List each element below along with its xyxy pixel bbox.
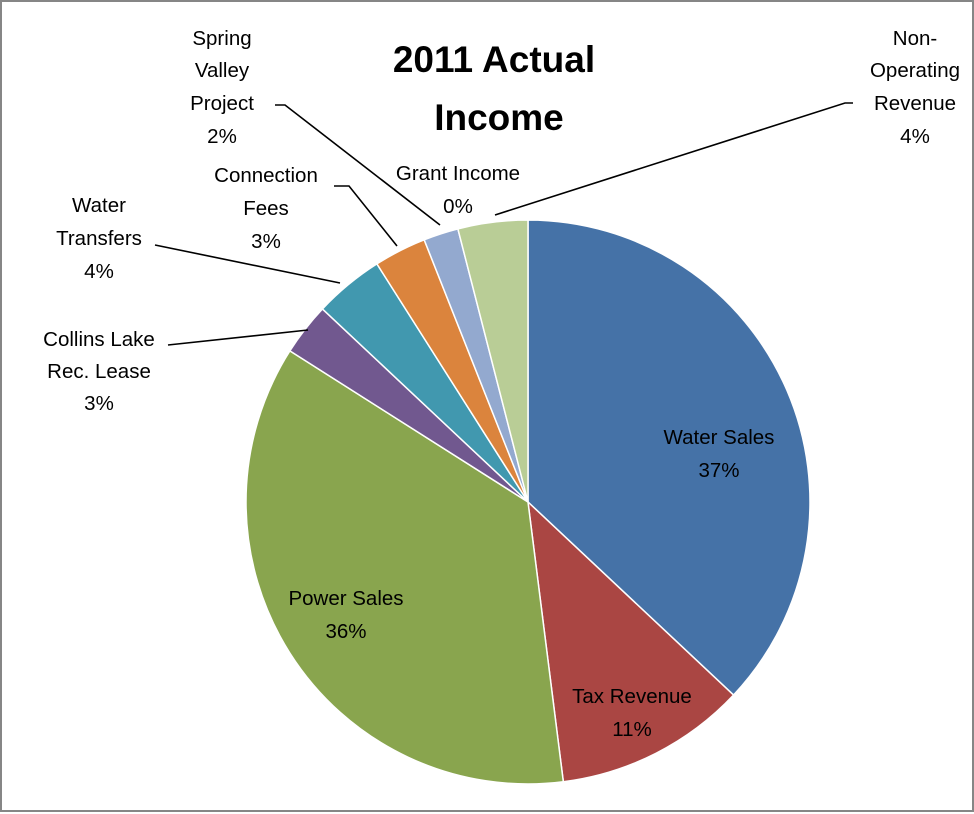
label-non-operating-percent: 4% [900, 125, 930, 148]
label-connection-fees-line-1: Connection [214, 164, 318, 187]
pie-slice-power-sales [245, 349, 565, 785]
label-water-sales-percent: 37% [698, 459, 739, 482]
leader-line-non-operating [494, 102, 853, 216]
leader-line-collins-lake [167, 329, 309, 346]
label-water-transfers-line-1: Water [72, 194, 126, 217]
label-tax-revenue-percent: 11% [612, 718, 652, 741]
chart-title-line-2: Income [434, 97, 564, 138]
label-connection-fees-percent: 3% [251, 230, 281, 253]
leader-line-water-transfers [154, 244, 341, 284]
label-water-sales-name: Water Sales [664, 426, 775, 449]
label-non-operating-line-2: Operating [870, 59, 960, 82]
label-non-operating-line-1: Non- [893, 27, 937, 50]
label-spring-valley-percent: 2% [207, 125, 237, 148]
pie-slices [245, 219, 811, 785]
label-water-transfers-percent: 4% [84, 260, 114, 283]
label-connection-fees-line-2: Fees [243, 197, 289, 220]
label-grant-income-percent: 0% [443, 195, 473, 218]
chart-title-line-1: 2011 Actual [393, 39, 595, 80]
label-collins-lake-line-2: Rec. Lease [47, 360, 151, 383]
pie-slice-water-sales [527, 219, 811, 697]
label-water-transfers-line-2: Transfers [56, 227, 142, 250]
label-collins-lake-percent: 3% [84, 392, 114, 415]
label-power-sales-name: Power Sales [288, 587, 403, 610]
leader-line-spring-valley [275, 104, 441, 226]
label-collins-lake-line-1: Collins Lake [43, 328, 155, 351]
label-spring-valley-line-2: Valley [195, 59, 250, 82]
pie-slice-tax-revenue [526, 500, 735, 783]
label-non-operating-line-3: Revenue [874, 92, 956, 115]
pie-slice-non-operating-revenue [456, 219, 529, 503]
label-tax-revenue-name: Tax Revenue [572, 685, 692, 708]
label-power-sales-percent: 36% [325, 620, 366, 643]
label-spring-valley-line-3: Project [190, 92, 254, 115]
label-grant-income-name: Grant Income [396, 162, 520, 185]
leader-lines [154, 102, 853, 346]
label-spring-valley-line-1: Spring [192, 27, 251, 50]
leader-line-connection-fees [334, 185, 398, 247]
